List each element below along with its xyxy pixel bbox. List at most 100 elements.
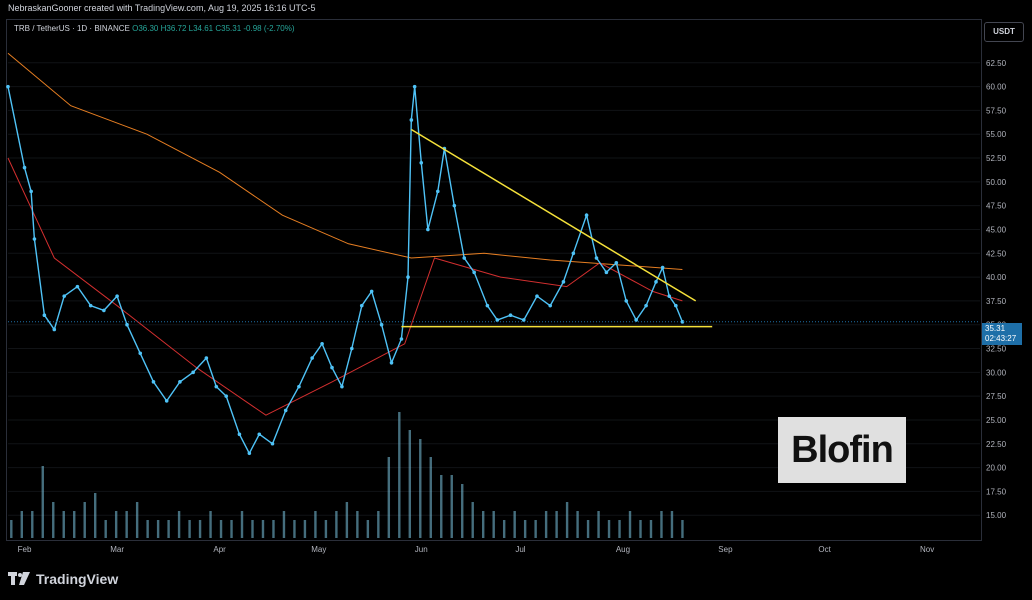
volume-bar — [335, 511, 338, 538]
price-point — [644, 303, 648, 308]
y-tick-label: 40.00 — [986, 273, 1007, 282]
footer — [0, 560, 1032, 600]
y-tick-label: 47.50 — [986, 202, 1007, 211]
volume-bar — [167, 520, 170, 538]
currency-unit-button[interactable]: USDT — [984, 22, 1024, 42]
volume-bar — [461, 484, 464, 538]
volume-bar — [324, 520, 328, 538]
volume-bar — [125, 511, 128, 538]
y-tick-label: 27.50 — [986, 392, 1007, 401]
volume-bar — [492, 511, 495, 538]
volume-bar — [482, 511, 485, 538]
blofin-watermark: Blofin — [778, 417, 906, 483]
volume-bar — [576, 511, 579, 538]
x-tick-label: Nov — [920, 545, 934, 554]
volume-bar — [670, 511, 674, 538]
volume-bar — [660, 511, 663, 538]
price-point — [359, 303, 364, 308]
price-point — [369, 289, 374, 294]
x-tick-label: Mar — [110, 545, 124, 554]
price-point — [389, 361, 394, 365]
price-line — [7, 86, 684, 455]
volume-bar — [272, 520, 275, 538]
y-tick-label: 25.00 — [986, 416, 1007, 425]
price-point — [330, 365, 334, 370]
volume-bar — [93, 493, 97, 538]
volume-bar — [282, 511, 286, 538]
price-point — [594, 256, 599, 260]
price-point — [667, 294, 672, 298]
x-tick-label: Sep — [718, 545, 733, 554]
y-tick-label: 15.00 — [986, 511, 1007, 520]
symbol-label[interactable]: TRB / TetherUS · 1D · BINANCE — [14, 24, 130, 33]
price-point — [6, 84, 10, 89]
price-point — [614, 261, 619, 265]
volume-bar — [230, 520, 233, 538]
price-point — [297, 384, 301, 389]
price-point — [508, 313, 513, 317]
tradingview-wordmark: TradingView — [36, 571, 119, 587]
volume-bar — [377, 511, 380, 538]
volume-bar — [240, 511, 244, 538]
volume-bar — [681, 520, 684, 538]
y-tick-label: 20.00 — [986, 464, 1007, 473]
volume-bar — [146, 520, 149, 538]
y-tick-label: 50.00 — [986, 178, 1007, 187]
volume-bar — [20, 511, 23, 538]
volume-bar — [565, 502, 569, 538]
y-tick-label: 52.50 — [986, 154, 1007, 163]
open-value: O36.30 — [132, 24, 159, 33]
countdown-label: 02:43:27 — [985, 334, 1017, 343]
price-point — [214, 384, 219, 389]
price-point — [320, 341, 324, 346]
price-point — [419, 161, 424, 165]
price-point — [535, 294, 539, 298]
volume-bar — [198, 520, 202, 538]
price-point — [660, 265, 665, 270]
price-point — [164, 399, 169, 403]
high-value: H36.72 — [160, 24, 187, 33]
volume-bar — [502, 520, 506, 538]
volume-bar — [10, 520, 13, 538]
price-point — [495, 318, 500, 322]
change-value: -0.98 (-2.70%) — [243, 24, 295, 33]
y-tick-label: 22.50 — [986, 440, 1007, 449]
volume-bar — [639, 520, 642, 538]
price-point — [75, 284, 80, 289]
volume-bar — [513, 511, 516, 538]
volume-bar — [649, 520, 653, 538]
price-point — [29, 189, 33, 194]
y-tick-label: 32.50 — [986, 345, 1007, 354]
volume-bar — [314, 511, 317, 538]
current-price-tag: 35.31 02:43:27 — [982, 323, 1022, 345]
volume-bar — [104, 520, 107, 538]
price-point — [115, 294, 119, 298]
volume-bar — [62, 511, 65, 538]
price-point — [634, 318, 638, 322]
x-tick-label: Feb — [18, 545, 32, 554]
x-tick-label: Apr — [213, 545, 226, 554]
x-tick-label: Jul — [515, 545, 525, 554]
tradingview-logo[interactable]: TradingView — [8, 571, 118, 587]
price-point — [472, 270, 476, 275]
blofin-logo-text: Blofin — [791, 428, 894, 471]
x-tick-label: May — [311, 545, 326, 554]
volume-bar — [261, 520, 265, 538]
volume-bar — [156, 520, 160, 538]
volume-bar — [523, 520, 527, 538]
credit-text: NebraskanGooner created with TradingView… — [8, 3, 316, 13]
y-tick-label: 62.50 — [986, 59, 1007, 68]
y-tick-label: 17.50 — [986, 487, 1007, 496]
price-point — [379, 322, 384, 327]
price-point — [571, 251, 576, 256]
volume-bar — [135, 502, 139, 538]
chart-plot-area[interactable] — [6, 19, 982, 541]
resistance-trendline — [410, 128, 697, 302]
volume-bar — [52, 502, 55, 538]
volume-bar — [534, 520, 537, 538]
volume-bar — [366, 520, 370, 538]
tradingview-icon — [8, 572, 30, 585]
price-point — [412, 84, 417, 89]
volume-bar — [429, 457, 432, 538]
price-point — [62, 294, 67, 298]
